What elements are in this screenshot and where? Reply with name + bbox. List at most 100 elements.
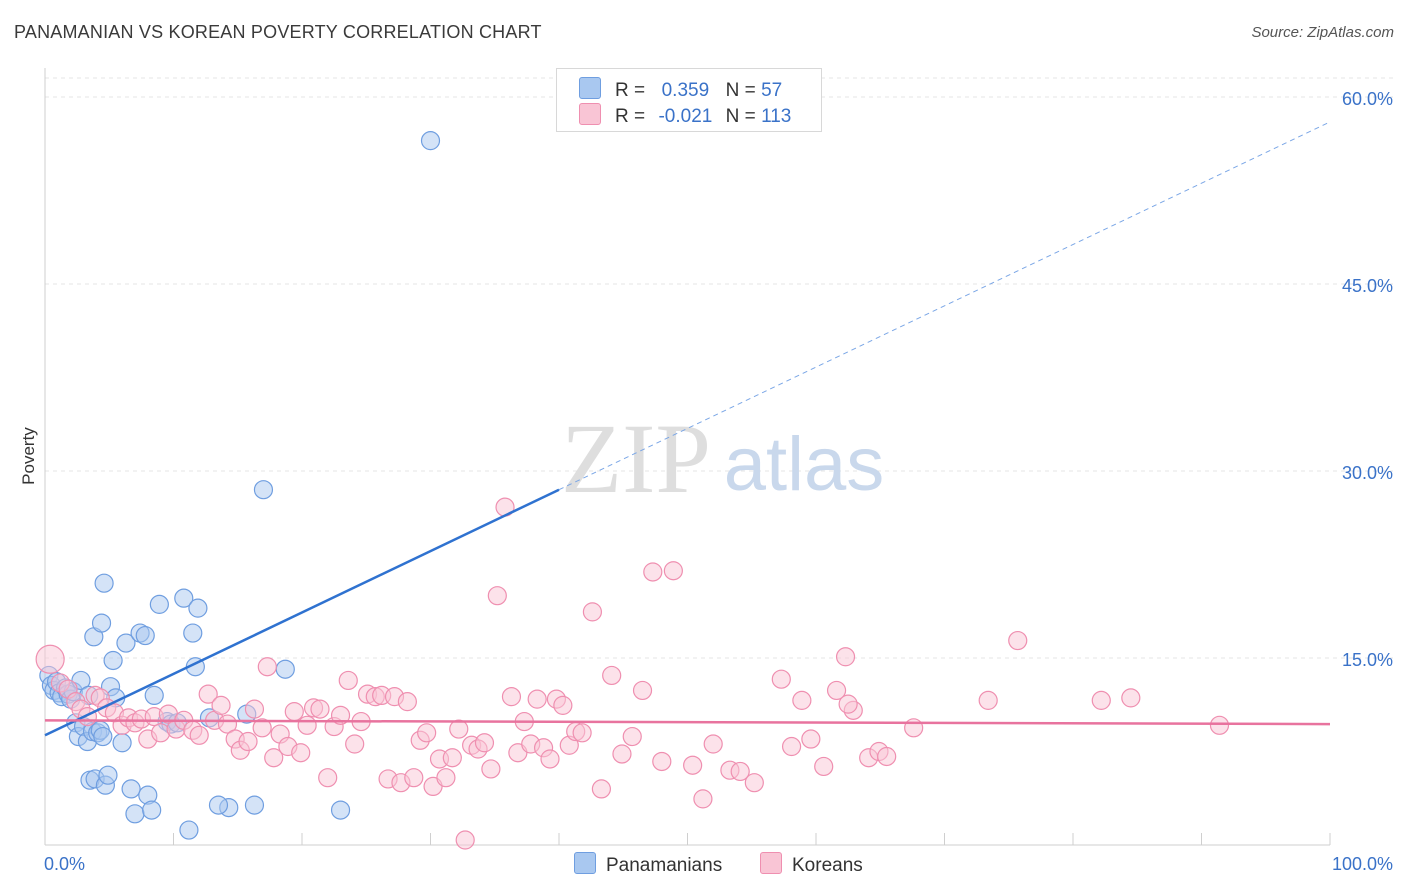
point-panamanian [253,480,274,500]
point-panamanian [183,623,203,643]
tick-labels: 15.0% 30.0% 45.0% 60.0% 0.0% 100.0% [44,89,1393,874]
legend-swatch-koreans [579,103,601,125]
x-tick-label: 0.0% [44,854,85,874]
point-korean [771,669,791,689]
point-panamanian [112,733,132,753]
point-korean [1091,690,1111,710]
point-korean [1209,715,1230,735]
point-korean [792,690,812,710]
legend-r-value: 0.359 [661,80,710,101]
point-panamanian [420,131,441,151]
point-panamanian [330,800,351,820]
legend-r-label: R = [615,106,646,127]
point-panamanian [188,598,208,618]
legend-row-panamanians: R = 0.359 N = 57 [579,77,782,101]
point-korean [264,748,284,768]
legend-n-value: 113 [761,106,792,127]
point-panamanian [144,685,164,706]
trend-line-panamanians-extension [558,121,1331,491]
legend-r-value: -0.021 [658,106,713,127]
point-korean [683,755,703,775]
point-korean [835,647,856,667]
point-korean [291,743,311,763]
x-tick-label: 100.0% [1332,854,1393,874]
point-korean [481,759,501,779]
point-korean [826,680,847,701]
point-korean [297,715,317,735]
point-panamanian [116,633,136,653]
point-korean [703,734,723,754]
point-panamanian [142,800,162,820]
point-korean [801,729,821,749]
bottom-legend-koreans: Koreans [760,852,863,877]
legend: R = 0.359 N = 57 R = -0.021 N = 113 [556,68,822,132]
point-korean [553,695,573,715]
point-korean [602,665,622,686]
point-korean [612,744,632,764]
trend-lines [44,121,1331,737]
trend-line-panamanians [44,488,560,737]
point-panamanian [125,804,145,824]
point-panamanian [208,795,229,815]
point-korean [540,749,560,769]
point-korean [877,746,897,767]
y-tick-label: 15.0% [1342,650,1393,670]
point-panamanian [93,726,113,747]
legend-r-label: R = [615,80,646,101]
point-korean [527,689,547,709]
y-axis-label: Poverty [19,427,38,485]
point-korean [838,694,858,714]
point-korean [252,718,272,738]
point-korean [781,736,802,757]
point-korean [1121,688,1141,708]
point-panamanian [174,588,194,608]
point-korean [652,751,672,772]
source-label: Source: ZipAtlas.com [1251,24,1394,41]
legend-n-label: N = [725,106,756,127]
legend-swatch-panamanians [579,77,601,99]
point-korean [244,699,265,719]
point-korean [730,761,750,782]
point-korean [501,687,522,707]
bottom-legend-swatch-panamanians [574,852,596,874]
point-korean [35,644,65,674]
point-korean [330,705,351,725]
bottom-legend-label: Panamanians [606,855,723,876]
point-korean [693,789,713,809]
point-korean [663,561,683,581]
point-korean [744,773,764,793]
point-korean [189,725,209,745]
point-korean [814,756,834,777]
point-panamanian [91,613,112,633]
point-panamanian [149,594,169,614]
trend-line-koreans [44,719,1331,726]
point-korean [1008,630,1028,651]
point-korean [257,657,277,677]
point-korean [436,768,456,788]
point-korean [397,692,417,712]
point-korean [318,768,338,788]
point-korean [442,748,462,768]
chart-title: PANAMANIAN VS KOREAN POVERTY CORRELATION… [14,22,542,42]
point-korean [238,731,258,752]
point-panamanian [103,650,123,671]
point-korean [198,684,218,704]
legend-n-value: 57 [761,80,783,101]
point-panamanian [275,659,295,679]
grid-lines [45,77,1395,659]
point-panamanian [94,573,114,593]
point-panamanian [135,625,155,646]
bottom-legend-swatch-koreans [760,852,782,874]
point-korean [345,734,365,754]
point-panamanian [121,779,141,799]
data-points [35,131,1230,850]
point-korean [338,670,358,691]
y-tick-label: 45.0% [1342,276,1393,296]
y-tick-label: 30.0% [1342,463,1393,483]
point-korean [904,718,924,738]
point-korean [77,706,98,727]
point-korean [591,779,612,799]
point-korean [622,726,642,747]
point-korean [310,699,330,719]
